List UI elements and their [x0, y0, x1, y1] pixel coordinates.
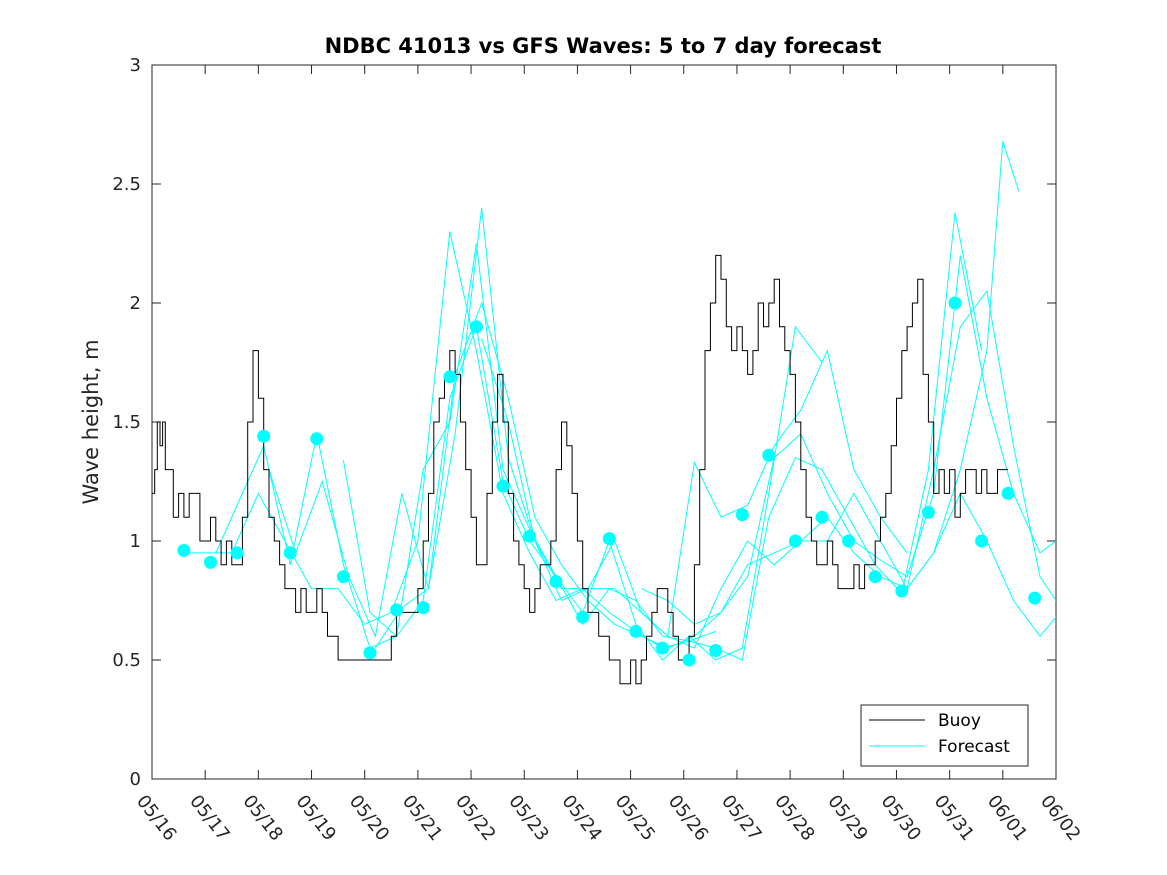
forecast-marker	[921, 505, 935, 519]
y-tick-label: 0.5	[112, 650, 141, 671]
forecast-marker	[496, 479, 510, 493]
y-tick-label: 2	[130, 293, 141, 314]
forecast-marker	[895, 584, 909, 598]
y-tick-label: 0	[130, 769, 141, 790]
forecast-marker	[523, 529, 537, 543]
y-axis-label: Wave height, m	[79, 339, 103, 504]
forecast-marker	[1001, 486, 1015, 500]
y-tick-label: 2.5	[112, 174, 141, 195]
forecast-marker	[735, 508, 749, 522]
forecast-marker	[576, 610, 590, 624]
forecast-marker	[602, 532, 616, 546]
forecast-line	[481, 289, 1057, 649]
forecast-marker	[815, 510, 829, 524]
legend-label-buoy: Buoy	[938, 711, 981, 731]
forecast-marker	[975, 534, 989, 548]
forecast-markers	[177, 296, 1042, 667]
forecast-line	[640, 141, 1020, 625]
forecast-marker	[709, 644, 723, 657]
forecast-marker	[204, 555, 217, 569]
forecast-marker	[336, 570, 350, 584]
forecast-marker	[549, 575, 563, 588]
forecast-marker	[948, 296, 962, 310]
buoy-line	[152, 254, 1009, 685]
forecast-marker	[682, 653, 696, 667]
legend: Buoy Forecast	[860, 704, 1029, 767]
forecast-marker	[469, 320, 483, 334]
forecast-marker	[842, 534, 856, 548]
legend-label-forecast: Forecast	[938, 737, 1010, 757]
forecast-marker	[762, 448, 776, 462]
forecast-marker	[656, 641, 669, 655]
y-tick-label: 3	[130, 55, 141, 76]
forecast-marker	[390, 603, 404, 617]
chart-title: NDBC 41013 vs GFS Waves: 5 to 7 day fore…	[325, 34, 882, 58]
y-axis-ticks: 0 0.5 1 1.5 2 2.5 3	[112, 55, 1056, 790]
forecast-marker	[363, 646, 377, 660]
forecast-marker	[257, 429, 271, 443]
forecast-marker	[1028, 591, 1042, 605]
forecast-marker	[443, 370, 457, 384]
legend-box	[860, 704, 1029, 767]
forecast-marker	[788, 534, 802, 548]
forecast-marker	[629, 624, 643, 638]
forecast-marker	[310, 432, 324, 446]
buoy-line-group	[152, 254, 1009, 685]
forecast-marker	[868, 570, 882, 584]
y-tick-label: 1	[130, 531, 141, 552]
forecast-marker	[230, 546, 244, 560]
y-tick-label: 1.5	[112, 412, 141, 433]
forecast-marker	[283, 546, 297, 560]
forecast-marker	[416, 601, 430, 615]
forecast-marker	[177, 544, 191, 557]
